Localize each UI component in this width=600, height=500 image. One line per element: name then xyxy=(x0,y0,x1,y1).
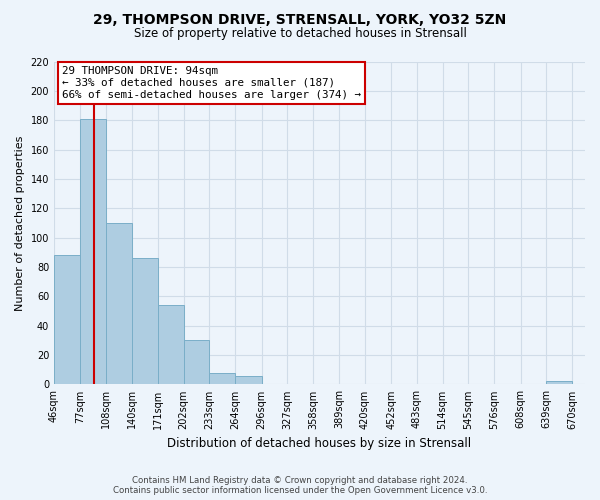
Bar xyxy=(54,256,80,384)
Bar xyxy=(235,376,262,384)
Bar xyxy=(184,340,209,384)
Text: 29, THOMPSON DRIVE, STRENSALL, YORK, YO32 5ZN: 29, THOMPSON DRIVE, STRENSALL, YORK, YO3… xyxy=(94,12,506,26)
Bar xyxy=(132,258,158,384)
Bar xyxy=(547,382,572,384)
Bar xyxy=(209,372,235,384)
Bar xyxy=(158,305,184,384)
Y-axis label: Number of detached properties: Number of detached properties xyxy=(15,136,25,310)
Bar xyxy=(80,118,106,384)
Bar xyxy=(106,223,132,384)
X-axis label: Distribution of detached houses by size in Strensall: Distribution of detached houses by size … xyxy=(167,437,472,450)
Text: 29 THOMPSON DRIVE: 94sqm
← 33% of detached houses are smaller (187)
66% of semi-: 29 THOMPSON DRIVE: 94sqm ← 33% of detach… xyxy=(62,66,361,100)
Text: Contains HM Land Registry data © Crown copyright and database right 2024.
Contai: Contains HM Land Registry data © Crown c… xyxy=(113,476,487,495)
Text: Size of property relative to detached houses in Strensall: Size of property relative to detached ho… xyxy=(134,28,466,40)
